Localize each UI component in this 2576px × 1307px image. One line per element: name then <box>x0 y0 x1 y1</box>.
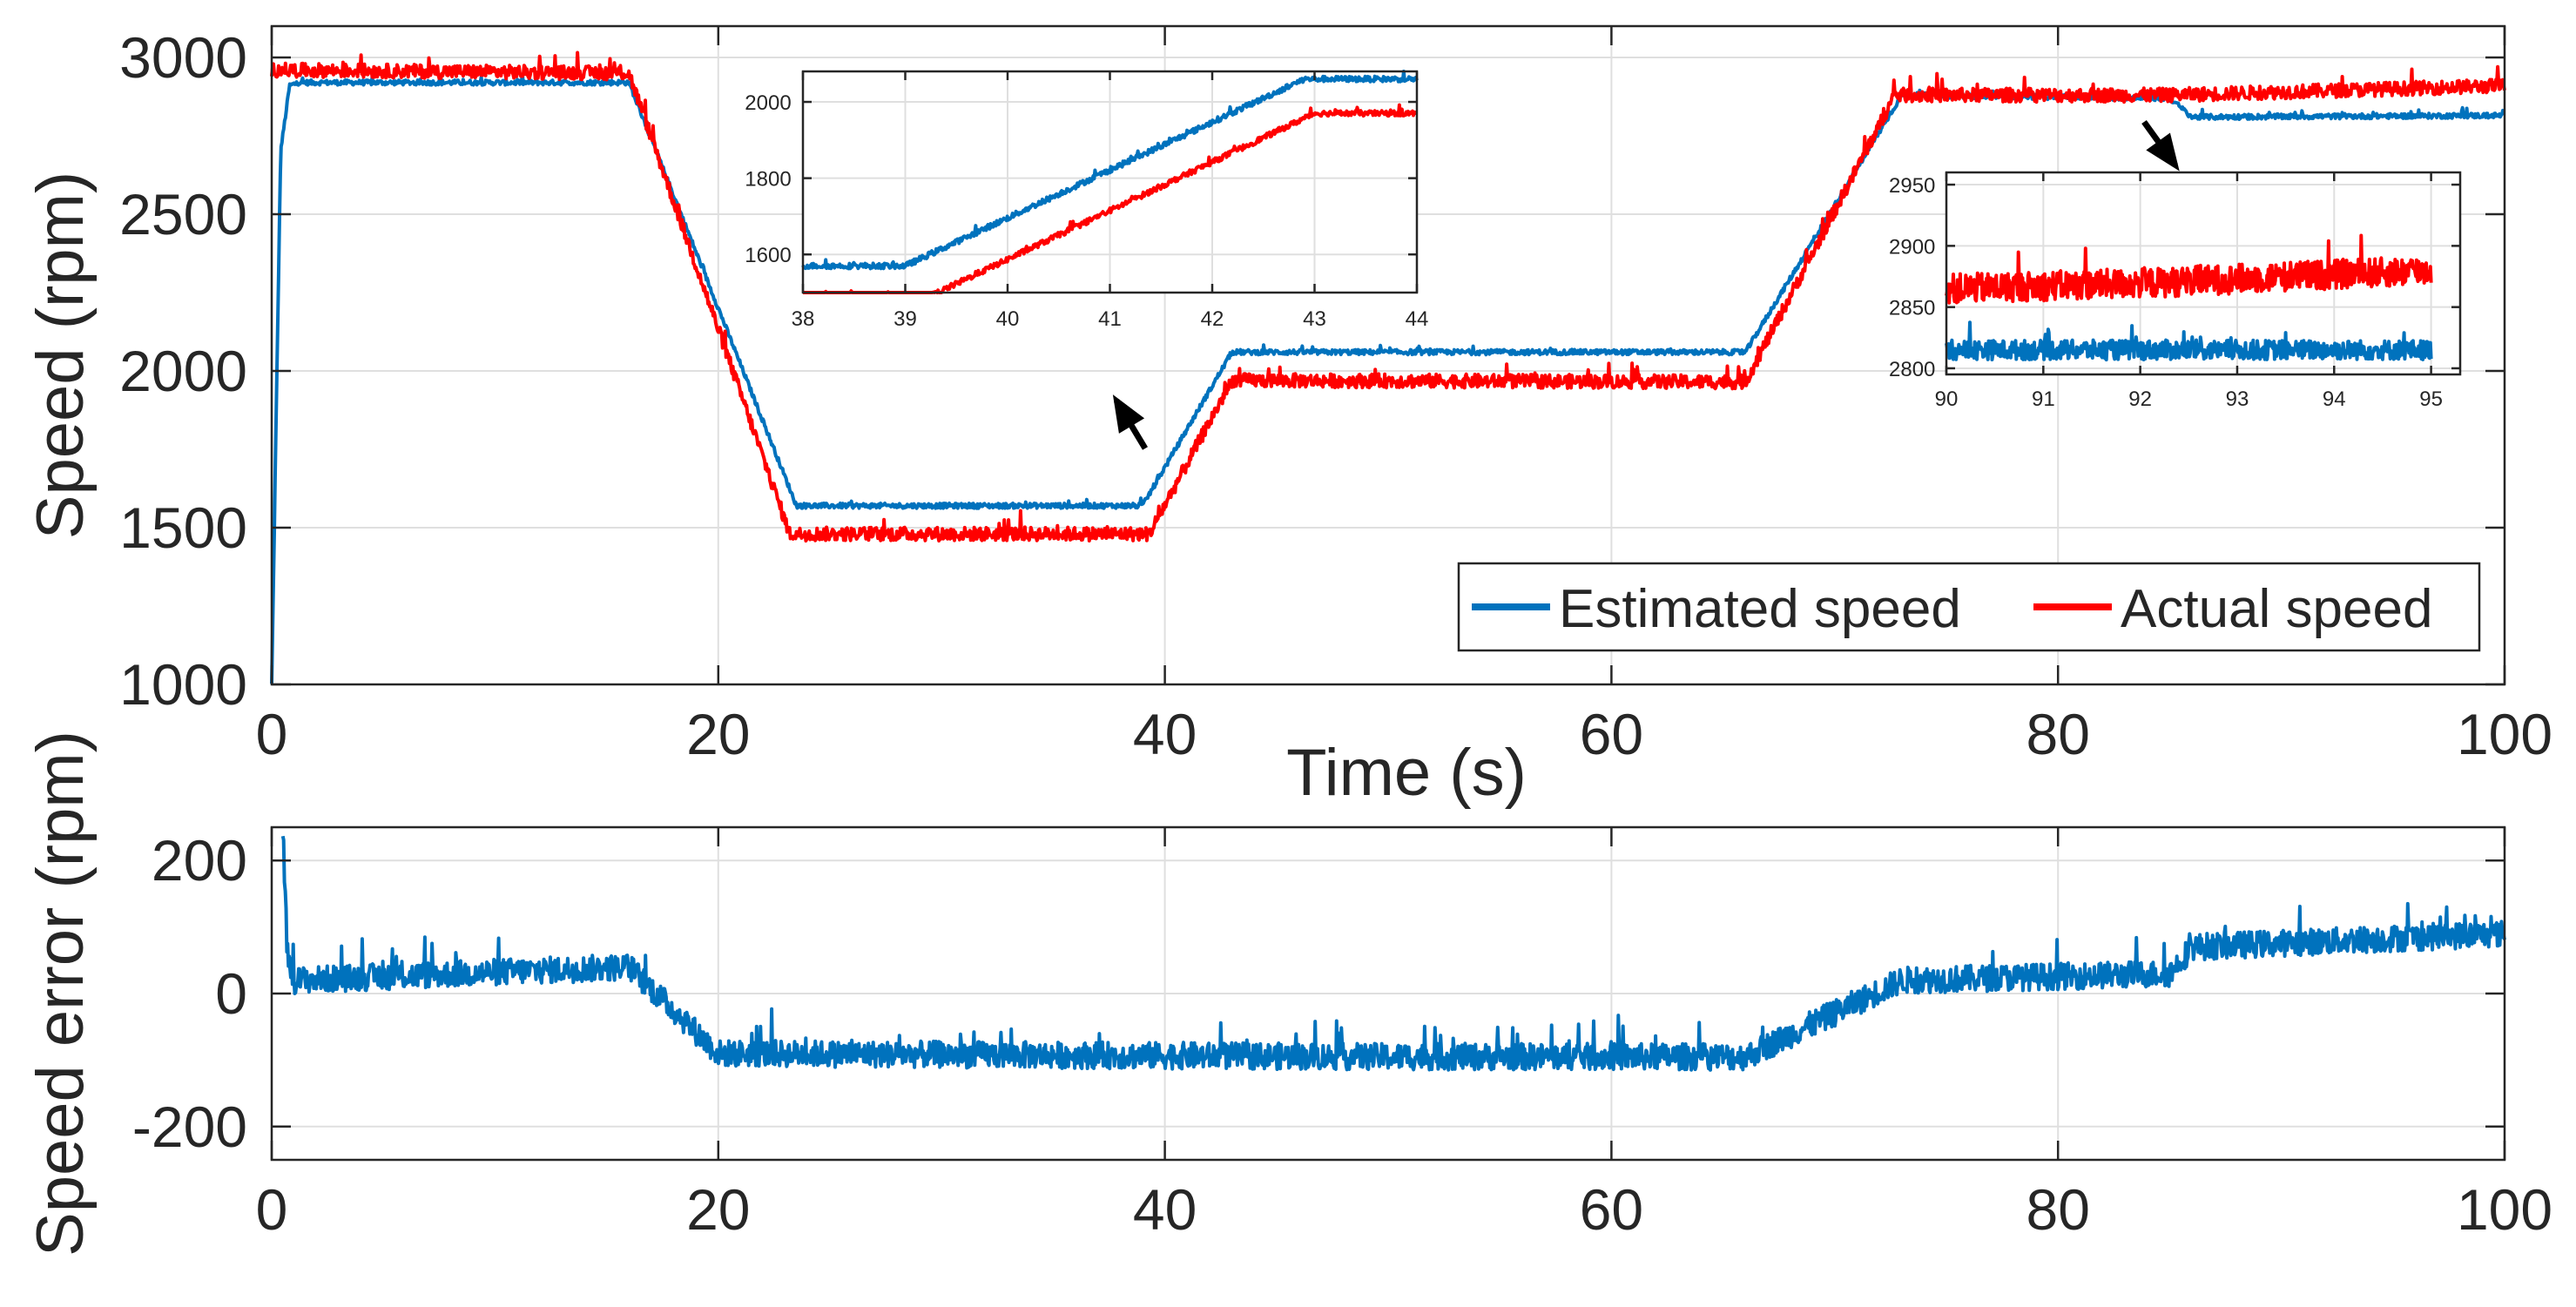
inset-actual-line <box>1945 233 2433 305</box>
y-tick-label: 1000 <box>119 652 247 717</box>
x-tick-label: 38 <box>792 307 815 331</box>
x-tick-label: 42 <box>1201 307 1224 331</box>
y-tick-label: 1500 <box>119 495 247 560</box>
actual-speed-line <box>270 51 2506 543</box>
axes-box <box>1945 171 2462 376</box>
y-tick-label: 1600 <box>745 244 791 267</box>
x-tick-label: 20 <box>686 702 750 766</box>
y-tick-label: 2900 <box>1889 235 1935 259</box>
ticks: 0 20 40 60 80 100 1000 1500 2000 2500 3000 <box>119 25 2552 766</box>
x-tick-label: 94 <box>2323 387 2346 411</box>
y-tick-label: 2850 <box>1889 297 1935 320</box>
y-axis-title: Speed error (rpm) <box>24 731 98 1256</box>
arrow-to-right-inset <box>2141 119 2180 172</box>
grid <box>802 71 1418 293</box>
y-tick-label: 0 <box>215 961 247 1026</box>
x-tick-label: 91 <box>2032 387 2055 411</box>
x-tick-label: 40 <box>1133 702 1197 766</box>
legend-label-estimated: Estimated speed <box>1559 579 1961 639</box>
inset-series-lines <box>1945 233 2433 362</box>
y-tick-label: 2500 <box>119 182 247 246</box>
x-tick-label: 95 <box>2419 387 2443 411</box>
arrow-to-left-inset <box>1112 394 1149 450</box>
legend-label-actual: Actual speed <box>2121 579 2432 639</box>
y-tick-label: 2800 <box>1889 358 1935 381</box>
series-lines <box>270 51 2506 684</box>
y-tick-label: 2000 <box>119 339 247 403</box>
x-tick-label: 90 <box>1935 387 1959 411</box>
y-tick-label: 2000 <box>745 91 791 115</box>
inset-estimated-line <box>1945 320 2433 362</box>
x-tick-label: 44 <box>1406 307 1429 331</box>
y-tick-label: 200 <box>152 828 247 893</box>
x-tick-label: 41 <box>1098 307 1122 331</box>
x-tick-label: 100 <box>2457 1177 2552 1242</box>
speed-error-line <box>280 835 2506 1072</box>
ticks: 38 39 40 41 42 43 44 1600 1800 2000 <box>745 71 1428 331</box>
x-tick-label: 93 <box>2226 387 2249 411</box>
x-tick-label: 0 <box>256 702 288 766</box>
x-tick-label: 92 <box>2128 387 2152 411</box>
ticks: 90 91 92 93 94 95 2800 2850 2900 2950 <box>1889 172 2460 411</box>
y-axis-title: Speed (rpm) <box>24 172 98 539</box>
x-tick-label: 43 <box>1303 307 1326 331</box>
speed-plot: 0 20 40 60 80 100 1000 1500 2000 2500 3000 Speed (r… <box>24 24 2552 810</box>
inset-right: 90 91 92 93 94 95 2800 2850 2900 2950 <box>1889 171 2462 411</box>
series-lines <box>280 835 2506 1072</box>
x-tick-label: 60 <box>1580 1177 1643 1242</box>
axes-box <box>270 24 2506 686</box>
legend: Estimated speed Actual speed <box>1457 562 2481 652</box>
x-tick-label: 0 <box>256 1177 288 1242</box>
arrow-head <box>2146 132 2180 172</box>
x-tick-label: 40 <box>1133 1177 1197 1242</box>
y-tick-label: 1800 <box>745 168 791 192</box>
x-tick-label: 20 <box>686 1177 750 1242</box>
x-axis-title: Time (s) <box>1286 736 1527 810</box>
inset-left: 38 39 40 41 42 43 44 1600 1800 2000 <box>745 70 1428 331</box>
legend-box <box>1457 562 2481 652</box>
x-tick-label: 80 <box>2026 1177 2089 1242</box>
x-tick-label: 100 <box>2457 702 2552 766</box>
y-tick-label: 2950 <box>1889 174 1935 198</box>
x-tick-label: 60 <box>1580 702 1643 766</box>
x-tick-label: 40 <box>996 307 1020 331</box>
y-tick-label: -200 <box>132 1095 247 1159</box>
y-tick-label: 3000 <box>119 25 247 90</box>
arrow-head <box>1112 394 1145 434</box>
x-tick-label: 80 <box>2026 702 2089 766</box>
x-tick-label: 39 <box>894 307 917 331</box>
